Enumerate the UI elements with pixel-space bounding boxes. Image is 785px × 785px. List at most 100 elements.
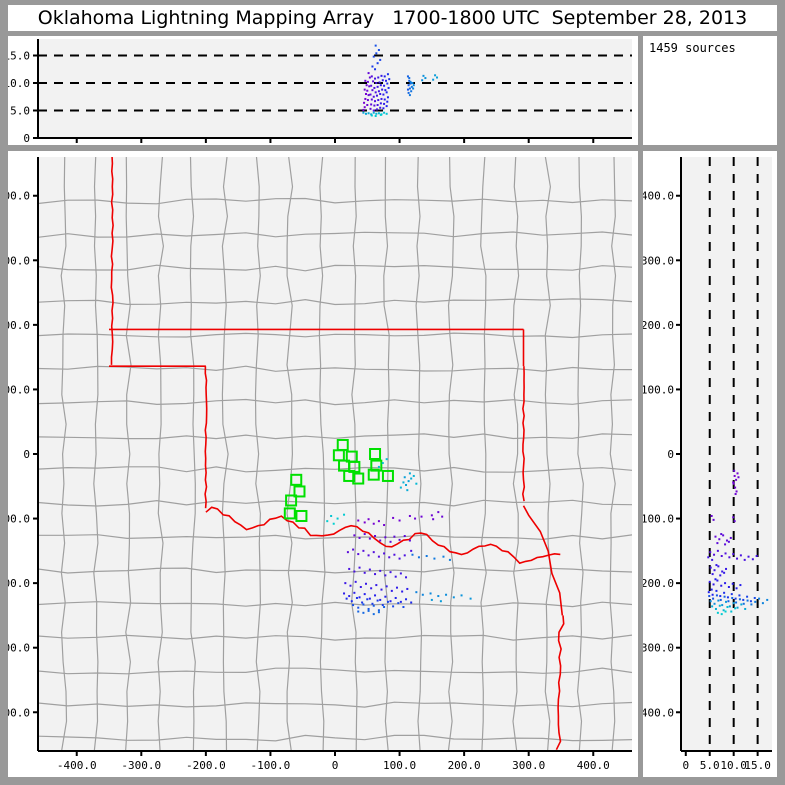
source-point [385,458,388,461]
source-point [758,597,761,600]
source-point [370,84,373,87]
north-south-vs-altitude-plot-area[interactable] [681,157,772,751]
source-point [410,549,413,552]
source-point [735,478,738,481]
source-point [725,539,728,542]
source-point [723,595,726,598]
source-point [376,62,379,65]
source-point [381,79,384,82]
source-point [713,569,716,572]
county-line [38,734,632,742]
source-point [348,567,351,570]
source-point [709,551,712,554]
source-point [415,591,418,594]
source-point [733,469,736,472]
county-line [38,264,632,272]
source-point [389,600,392,603]
y-tick-label: -400.0 [643,706,674,719]
altitude-vs-east-west-plot-area[interactable] [38,39,632,138]
county-line [415,157,423,751]
source-point [379,84,382,87]
source-point [407,480,410,483]
source-point [364,112,367,115]
source-point [425,555,428,558]
source-point [386,96,389,99]
source-point [384,89,387,92]
y-tick-label: 100.0 [643,383,674,396]
source-point [734,493,737,496]
plan-view-map-panel[interactable]: 400.0 300.0 200.0 100.0 0 -100.0 -200.0 -300.0 -… [8,151,638,777]
source-point [388,556,391,559]
source-point [373,86,376,89]
y-tick-label: 0 [667,448,674,461]
y-tick-label: 300.0 [8,254,30,267]
source-point [734,597,737,600]
source-point [398,557,401,560]
source-point [383,606,386,609]
source-point [411,553,414,556]
county-line [157,157,165,751]
source-point [721,570,724,573]
source-point [430,598,433,601]
source-point [722,534,725,537]
source-point [377,112,380,115]
source-point [383,552,386,555]
source-point [716,611,719,614]
state-line [555,615,565,751]
source-point [366,89,369,92]
source-point [363,571,366,574]
source-point [386,100,389,103]
lma-station-marker [369,448,382,460]
source-point [377,465,380,468]
source-point [733,474,736,477]
north-south-vs-altitude-panel[interactable]: 400.0 300.0 200.0 100.0 0 -100.0 -200.0 -300.0 -… [643,151,777,777]
altitude-vs-east-west-panel[interactable]: 05.010.015.0-400.0-300.0-200.0-100.00100… [8,36,638,145]
source-point [730,593,733,596]
lma-station-marker [290,473,303,486]
source-point [385,91,388,94]
lma-station-marker [381,469,394,482]
source-point [727,540,730,543]
source-point [367,94,370,97]
source-point [403,534,406,537]
source-point [361,601,364,604]
source-point [735,490,738,493]
source-point [383,102,386,105]
source-point [364,97,367,100]
source-point [326,520,329,523]
source-point [709,600,712,603]
source-point [372,604,375,607]
source-point [718,604,721,607]
x-tick-label: -200.0 [186,759,226,772]
source-point [375,52,378,55]
county-line [38,332,632,339]
source-point [375,82,378,84]
plan-view-plot-area[interactable] [38,157,632,751]
source-point [393,535,396,538]
source-point [362,108,365,111]
source-point [350,600,353,603]
lma-station-marker [295,509,308,522]
source-point [714,578,717,581]
source-point [410,601,413,604]
source-point [728,556,731,559]
source-point [710,588,713,591]
x-tick-label: -400.0 [57,759,97,772]
county-line [286,157,294,751]
source-point [755,555,758,558]
source-point [383,98,386,101]
source-point [374,68,377,71]
north-south-vs-altitude-axes: 400.0 300.0 200.0 100.0 0 -100.0 -200.0 -300.0 -… [643,157,772,772]
source-point [376,104,379,106]
source-point [736,557,739,560]
source-point [385,79,388,82]
x-tick-label: 10.0 [720,759,747,772]
source-point [377,609,380,612]
source-point [378,81,381,84]
source-point [739,554,742,557]
plan-view-axes: 400.0 300.0 200.0 100.0 0 -100.0 -200.0 -300.0 -… [8,157,632,772]
source-point [729,536,732,539]
source-point [384,595,387,598]
source-point [716,542,719,545]
source-point [410,85,413,88]
